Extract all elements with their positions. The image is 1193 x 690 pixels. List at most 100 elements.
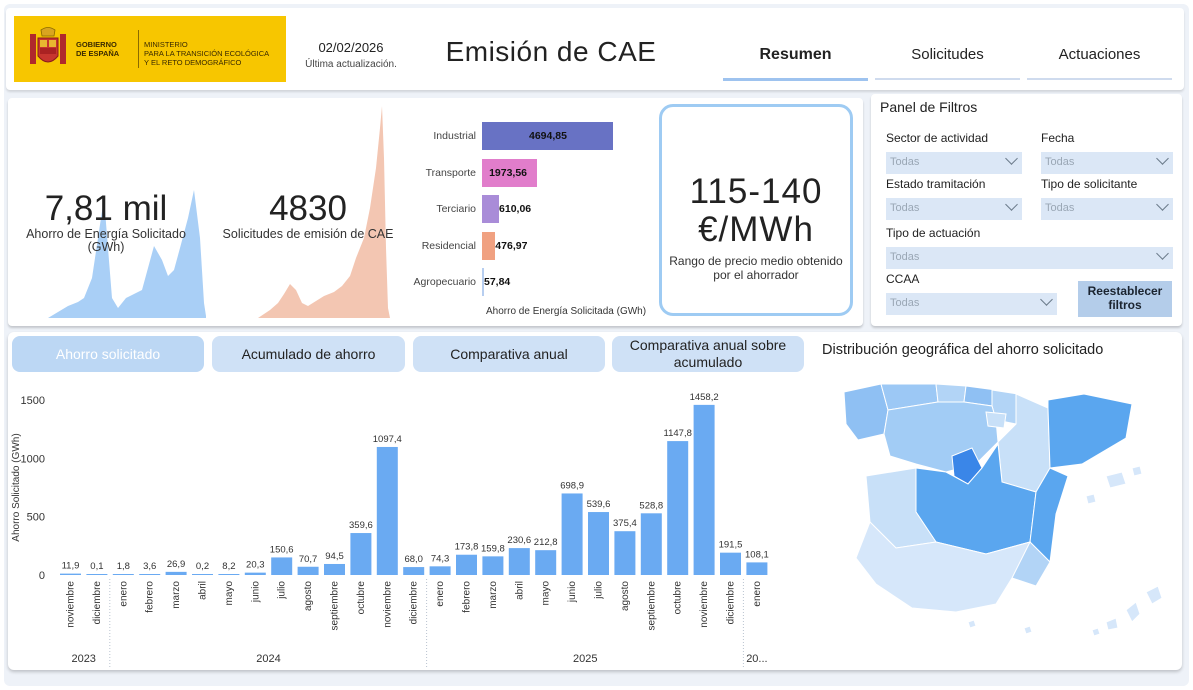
monthly-bar[interactable] [667,441,689,575]
bar-value-label: 20,3 [246,560,265,571]
x-tick-label: junio [567,581,578,604]
monthly-bar[interactable] [192,574,213,575]
x-tick-label: septiembre [646,581,657,631]
monthly-bar[interactable] [429,566,451,575]
kpi-requests-value: 4830 [269,189,347,228]
x-tick-label: febrero [145,581,156,613]
monthly-bar[interactable] [614,531,636,575]
geo-map-title: Distribución geográfica del ahorro solic… [822,342,1104,358]
filter-ccaa-label: CCAA [886,272,920,286]
y-tick-label: 1500 [21,395,45,407]
monthly-bar[interactable] [350,533,372,575]
bar-value-label: 8,2 [222,561,235,572]
filter-tipo-actuacion-select[interactable]: Todas [886,247,1173,269]
x-tick-label: noviembre [699,581,710,628]
monthly-savings-chart: 0 500 1000 1500 Ahorro Solicitado (GWh) 11,9 n… [11,392,769,667]
filter-tipo-solicitante-value: Todas [1045,202,1075,214]
monthly-bar[interactable] [720,552,741,575]
kpi-requests: 4830 Solicitudes de emisión de CAE [222,190,394,241]
bar-value-label: 0,1 [90,561,103,572]
nav-tab-actuaciones-underline [1027,78,1172,80]
requests-sparkline [258,106,390,318]
x-tick-label: noviembre [382,581,393,628]
monthly-bar[interactable] [456,554,477,575]
year-label: 2025 [573,653,597,665]
bar-value-label: 0,2 [196,561,209,572]
year-label: 2024 [256,653,280,665]
monthly-bar[interactable] [271,557,293,575]
logo-divider [138,30,139,68]
tab-ahorro-solicitado[interactable]: Ahorro solicitado [12,336,204,372]
x-tick-label: octubre [356,581,367,615]
monthly-bar[interactable] [561,493,583,575]
monthly-bar[interactable] [139,574,161,575]
x-tick-label: diciembre [92,581,103,625]
x-tick-label: julio [594,581,605,600]
sector-bar[interactable] [482,231,496,260]
filter-fecha-select[interactable]: Todas [1041,152,1173,174]
monthly-bar[interactable] [60,573,81,575]
monthly-bar[interactable] [640,513,662,575]
monthly-bar[interactable] [86,574,108,575]
map-region-canarias-2 [1145,585,1163,605]
monthly-bar[interactable] [112,574,134,575]
sector-bar[interactable] [482,268,484,296]
map-region-canarias-1 [1125,601,1141,623]
filter-fecha-label: Fecha [1041,131,1075,145]
update-caption: Última actualización. [305,59,397,70]
monthly-bar[interactable] [244,572,266,575]
nav-tab-actuaciones[interactable]: Actuaciones [1058,46,1141,63]
sector-bar[interactable] [482,122,613,150]
monthly-bar[interactable] [508,548,530,575]
monthly-bar[interactable] [693,404,715,575]
bar-value-label: 108,1 [745,549,769,560]
filter-sector-label: Sector de actividad [886,131,989,145]
monthly-bar[interactable] [746,562,768,575]
monthly-bar[interactable] [297,566,319,575]
monthly-bar[interactable] [588,512,609,575]
tab-comparativa-acumulado[interactable]: Comparativa anual sobre acumulado [612,336,804,372]
filter-ccaa-select[interactable]: Todas [886,293,1057,315]
chevron-down-icon [1040,293,1053,306]
monthly-bar[interactable] [165,571,187,575]
monthly-bar[interactable] [403,567,425,575]
filter-tipo-solicitante-select[interactable]: Todas [1041,198,1173,220]
monthly-bar[interactable] [535,550,557,575]
monthly-bar[interactable] [218,574,240,575]
x-tick-label: mayo [224,581,235,606]
x-tick-label: septiembre [330,581,341,631]
filter-sector-select[interactable]: Todas [886,152,1022,174]
price-value: 115-140 €/MWh [689,172,823,249]
tab-comparativa-anual[interactable]: Comparativa anual [413,336,605,372]
government-logo: GOBIERNO DE ESPAÑA MINISTERIO PARA LA TR… [14,16,286,82]
sector-chart-axis-label: Ahorro de Energía Solicitada (GWh) [486,306,647,317]
bar-value-label: 94,5 [325,551,344,562]
monthly-bar[interactable] [376,446,398,575]
map-region-la-rioja [985,411,1007,429]
monthly-bar[interactable] [324,563,345,575]
chevron-down-icon [1156,152,1169,165]
bar-value-label: 26,9 [167,559,186,570]
tab-acumulado-ahorro[interactable]: Acumulado de ahorro [212,336,405,372]
sector-value-label: 1973,56 [489,166,528,179]
x-tick-label: agosto [303,581,314,611]
filter-sector-value: Todas [890,156,920,168]
ministry-label: MINISTERIO PARA LA TRANSICIÓN ECOLÓGICA … [144,40,270,67]
year-label: 20... [746,653,767,665]
year-label: 2023 [71,653,95,665]
reset-filters-button[interactable]: Reestablecer filtros [1078,281,1172,317]
bar-value-label: 528,8 [639,500,663,511]
bar-value-label: 74,3 [431,553,450,564]
monthly-bar[interactable] [482,556,504,575]
price-label: Rango de precio medio obtenido por el ah… [669,254,843,282]
bar-value-label: 173,8 [455,542,479,553]
sector-bar[interactable] [482,158,538,187]
nav-tab-resumen[interactable]: Resumen [759,46,832,63]
x-tick-label: enero [752,581,763,607]
bar-value-label: 1147,8 [664,428,692,439]
nav-tab-solicitudes[interactable]: Solicitudes [911,46,984,63]
filter-estado-select[interactable]: Todas [886,198,1022,220]
filter-fecha-value: Todas [1045,156,1075,168]
map-region-canarias-3 [1105,617,1119,631]
sector-bar[interactable] [482,195,500,223]
